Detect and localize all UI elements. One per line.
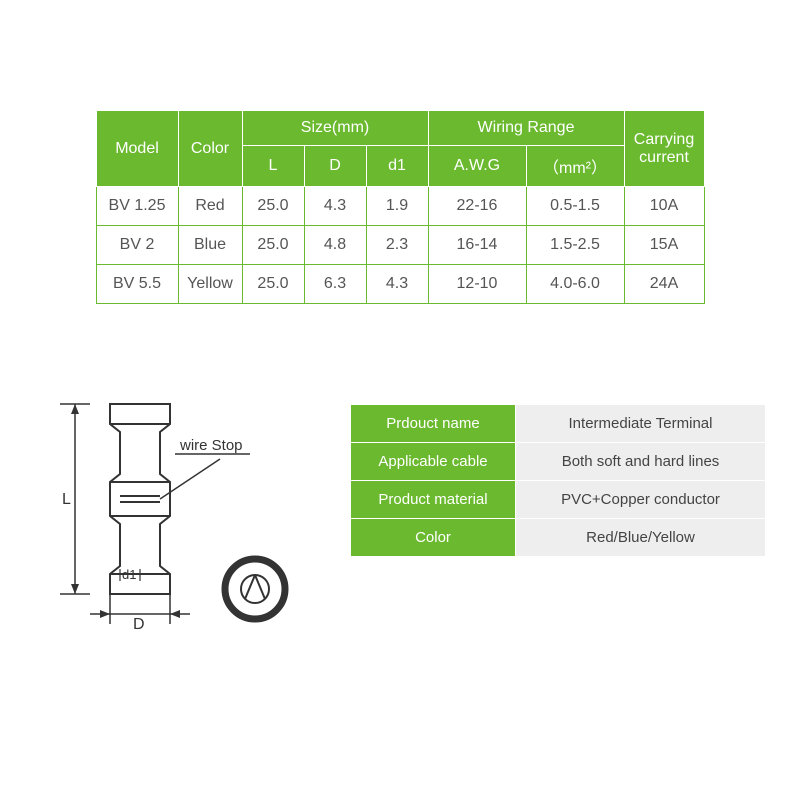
hdr-wiring-mm2: （mm²） (526, 146, 624, 187)
hdr-size: Size(mm) (242, 111, 428, 146)
info-row: Product material PVC+Copper conductor (351, 481, 766, 519)
cell-model: BV 5.5 (96, 265, 178, 304)
diagram-label-D: D (133, 616, 145, 633)
info-row: Color Red/Blue/Yellow (351, 519, 766, 557)
cell-carry: 15A (624, 226, 704, 265)
info-value: Both soft and hard lines (516, 443, 766, 481)
cell-carry: 24A (624, 265, 704, 304)
hdr-size-D: D (304, 146, 366, 187)
hdr-model: Model (96, 111, 178, 187)
hdr-carry: Carrying current (624, 111, 704, 187)
cell-mm2: 0.5-1.5 (526, 187, 624, 226)
info-label: Applicable cable (351, 443, 516, 481)
cell-carry: 10A (624, 187, 704, 226)
cell-d1: 1.9 (366, 187, 428, 226)
info-row: Prdouct name Intermediate Terminal (351, 405, 766, 443)
cell-D: 6.3 (304, 265, 366, 304)
dimension-diagram: L wire Stop d1 (20, 374, 320, 639)
info-row: Applicable cable Both soft and hard line… (351, 443, 766, 481)
cell-awg: 12-10 (428, 265, 526, 304)
info-value: PVC+Copper conductor (516, 481, 766, 519)
cell-D: 4.8 (304, 226, 366, 265)
cell-color: Blue (178, 226, 242, 265)
info-table: Prdouct name Intermediate Terminal Appli… (350, 404, 766, 557)
hdr-size-d1: d1 (366, 146, 428, 187)
spec-table: Model Color Size(mm) Wiring Range Carryi… (96, 110, 705, 304)
info-value: Red/Blue/Yellow (516, 519, 766, 557)
info-value: Intermediate Terminal (516, 405, 766, 443)
cell-model: BV 1.25 (96, 187, 178, 226)
diagram-label-wirestop: wire Stop (179, 437, 243, 454)
table-row: BV 2 Blue 25.0 4.8 2.3 16-14 1.5-2.5 15A (96, 226, 704, 265)
cell-model: BV 2 (96, 226, 178, 265)
hdr-wiring-awg: A.W.G (428, 146, 526, 187)
diagram-label-d1: d1 (122, 567, 136, 582)
cell-awg: 16-14 (428, 226, 526, 265)
cell-color: Yellow (178, 265, 242, 304)
diagram-label-L: L (62, 491, 71, 508)
table-row: BV 5.5 Yellow 25.0 6.3 4.3 12-10 4.0-6.0… (96, 265, 704, 304)
cell-L: 25.0 (242, 187, 304, 226)
cell-d1: 4.3 (366, 265, 428, 304)
hdr-color: Color (178, 111, 242, 187)
table-row: BV 1.25 Red 25.0 4.3 1.9 22-16 0.5-1.5 1… (96, 187, 704, 226)
hdr-wiring: Wiring Range (428, 111, 624, 146)
cell-D: 4.3 (304, 187, 366, 226)
cell-L: 25.0 (242, 265, 304, 304)
info-label: Color (351, 519, 516, 557)
info-label: Prdouct name (351, 405, 516, 443)
cell-color: Red (178, 187, 242, 226)
cell-mm2: 1.5-2.5 (526, 226, 624, 265)
hdr-size-L: L (242, 146, 304, 187)
cell-d1: 2.3 (366, 226, 428, 265)
cell-L: 25.0 (242, 226, 304, 265)
cell-awg: 22-16 (428, 187, 526, 226)
cell-mm2: 4.0-6.0 (526, 265, 624, 304)
info-label: Product material (351, 481, 516, 519)
